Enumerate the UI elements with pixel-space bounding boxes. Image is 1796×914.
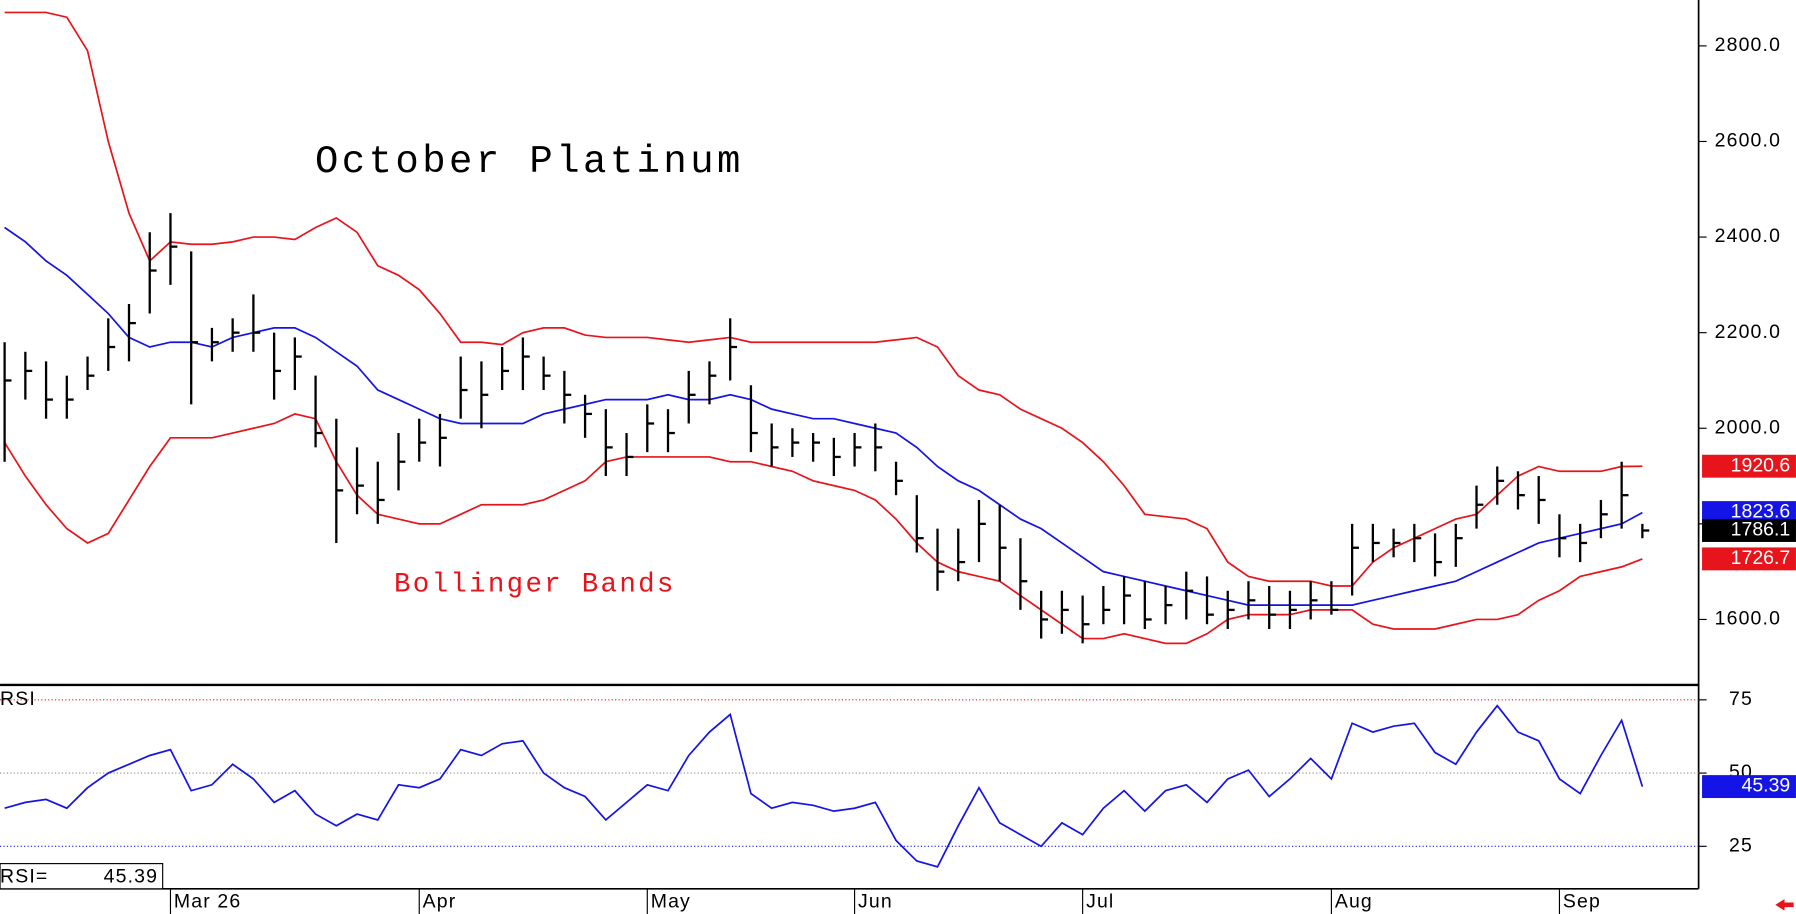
y-tick-label: 2800.0	[1715, 34, 1781, 56]
last-value-box	[1702, 547, 1796, 571]
rsi-readout-box	[0, 863, 164, 890]
band-line	[4, 11, 1643, 587]
x-tick-label: Aug	[1335, 891, 1373, 913]
last-rsi-box	[1702, 775, 1796, 799]
last-value-box	[1702, 454, 1796, 478]
rsi-title: RSI	[0, 688, 36, 710]
x-tick-label: Apr	[423, 891, 457, 913]
rsi-line	[4, 704, 1644, 868]
x-tick-label: Jun	[858, 891, 893, 913]
y-tick-label: 2000.0	[1715, 416, 1781, 438]
annotation: Bollinger Bands	[394, 569, 676, 600]
y-tick-label: 25	[1729, 834, 1753, 856]
chart-title: October Platinum	[315, 140, 744, 184]
last-rsi: 45.39	[1742, 775, 1791, 797]
scroll-arrow[interactable]	[1775, 899, 1794, 911]
last-value-box	[1702, 501, 1796, 525]
band-line	[4, 226, 1643, 606]
y-tick-label: 2600.0	[1715, 130, 1781, 152]
last-value: 1726.7	[1731, 547, 1791, 569]
rsi-readout-value: 45.39	[104, 865, 158, 887]
y-tick-label: 2400.0	[1715, 225, 1781, 247]
y-tick-label: 2200.0	[1715, 321, 1781, 343]
y-tick-label: 75	[1729, 688, 1753, 710]
last-value: 1920.6	[1731, 454, 1791, 476]
x-tick-label: Jul	[1086, 891, 1114, 913]
y-tick-label: 1600.0	[1715, 608, 1781, 630]
rsi-readout-label: RSI=	[0, 865, 48, 887]
last-close-box	[1702, 519, 1796, 542]
x-tick-label: Mar 26	[174, 891, 241, 913]
band-line	[3, 413, 1643, 645]
last-close: 1786.1	[1731, 519, 1791, 541]
x-tick-label: Sep	[1563, 891, 1601, 913]
last-value: 1823.6	[1731, 501, 1791, 523]
x-tick-label: May	[651, 891, 691, 913]
